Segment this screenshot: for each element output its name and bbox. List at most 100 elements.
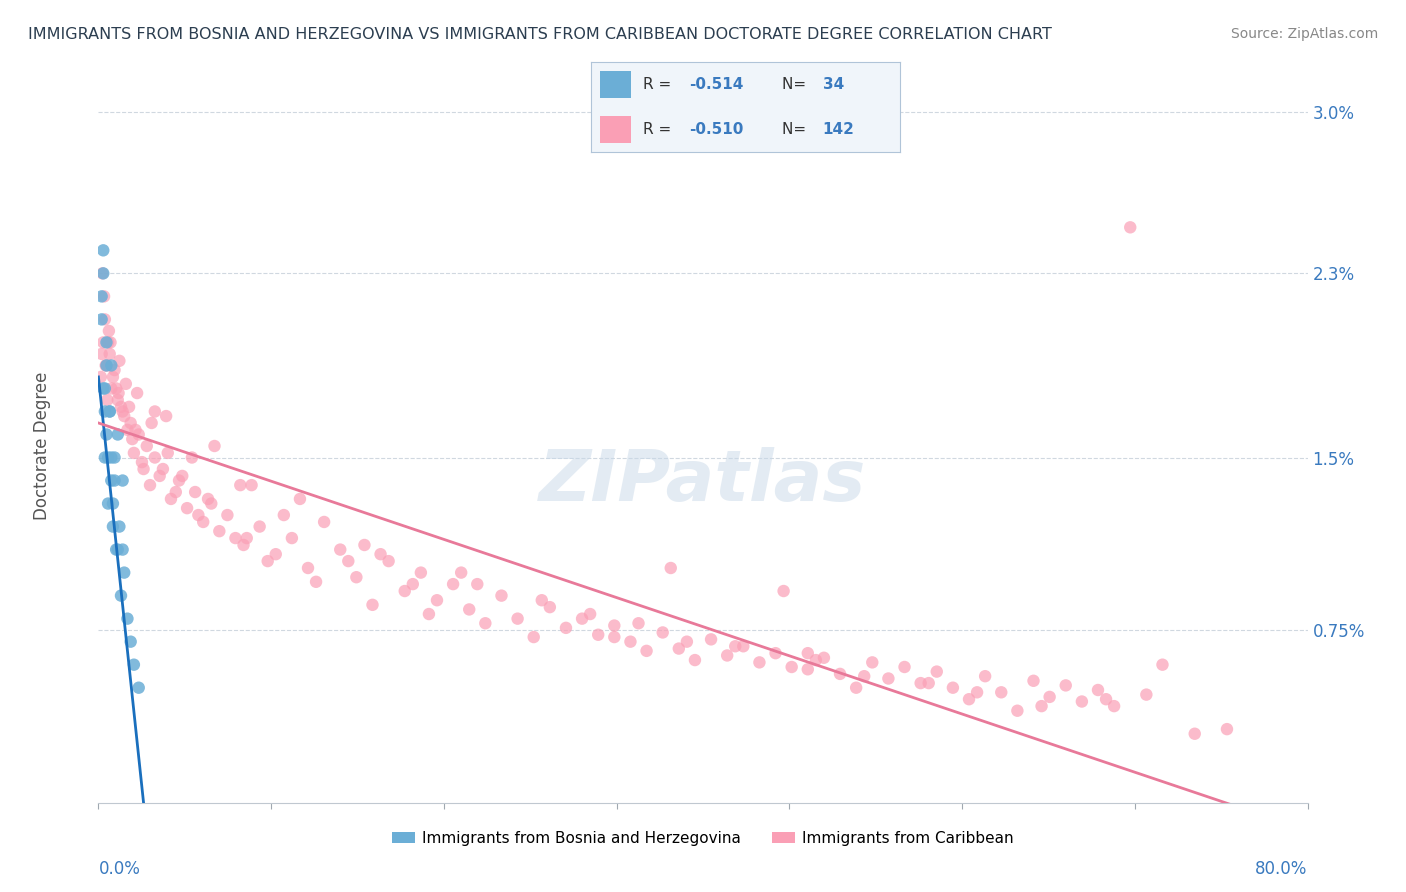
Immigrants from Bosnia and Herzegovina: [128, 681, 150, 695]
Immigrants from Caribbean: [96, 392, 118, 407]
Immigrants from Bosnia and Herzegovina: [107, 427, 129, 442]
Immigrants from Caribbean: [1031, 699, 1053, 714]
Immigrants from Caribbean: [804, 653, 827, 667]
Immigrants from Caribbean: [450, 566, 472, 580]
Immigrants from Bosnia and Herzegovina: [100, 450, 122, 465]
Immigrants from Caribbean: [96, 359, 118, 373]
Immigrants from Caribbean: [232, 538, 254, 552]
Text: 142: 142: [823, 122, 855, 136]
Immigrants from Caribbean: [1054, 678, 1077, 692]
Immigrants from Caribbean: [264, 547, 287, 561]
Immigrants from Caribbean: [235, 531, 257, 545]
Immigrants from Caribbean: [143, 450, 166, 465]
Immigrants from Caribbean: [925, 665, 948, 679]
Immigrants from Bosnia and Herzegovina: [96, 427, 118, 442]
Immigrants from Caribbean: [523, 630, 546, 644]
Immigrants from Caribbean: [860, 656, 883, 670]
Immigrants from Caribbean: [1039, 690, 1062, 704]
Immigrants from Caribbean: [683, 653, 706, 667]
Immigrants from Caribbean: [966, 685, 988, 699]
Immigrants from Bosnia and Herzegovina: [101, 519, 124, 533]
Immigrants from Bosnia and Herzegovina: [98, 404, 121, 418]
Immigrants from Caribbean: [112, 409, 135, 423]
Immigrants from Caribbean: [1070, 694, 1092, 708]
Immigrants from Caribbean: [155, 409, 177, 423]
Immigrants from Caribbean: [716, 648, 738, 663]
Immigrants from Caribbean: [1102, 699, 1125, 714]
Immigrants from Caribbean: [94, 312, 117, 326]
Text: -0.514: -0.514: [689, 78, 744, 92]
Immigrants from Caribbean: [128, 427, 150, 442]
Immigrants from Bosnia and Herzegovina: [107, 542, 129, 557]
Immigrants from Caribbean: [627, 616, 650, 631]
Immigrants from Caribbean: [1087, 683, 1109, 698]
Immigrants from Caribbean: [91, 335, 114, 350]
Immigrants from Bosnia and Herzegovina: [96, 359, 118, 373]
Immigrants from Bosnia and Herzegovina: [103, 474, 125, 488]
Immigrants from Caribbean: [668, 641, 690, 656]
Immigrants from Caribbean: [491, 589, 513, 603]
Immigrants from Caribbean: [135, 439, 157, 453]
Immigrants from Bosnia and Herzegovina: [101, 497, 124, 511]
Immigrants from Caribbean: [474, 616, 496, 631]
Immigrants from Caribbean: [141, 416, 163, 430]
Immigrants from Caribbean: [121, 432, 143, 446]
Immigrants from Caribbean: [100, 335, 122, 350]
Immigrants from Caribbean: [97, 324, 120, 338]
Immigrants from Caribbean: [797, 646, 820, 660]
Immigrants from Caribbean: [748, 656, 770, 670]
Immigrants from Caribbean: [107, 392, 129, 407]
Immigrants from Caribbean: [208, 524, 231, 538]
Immigrants from Caribbean: [441, 577, 464, 591]
Immigrants from Bosnia and Herzegovina: [91, 244, 114, 258]
Immigrants from Caribbean: [813, 650, 835, 665]
Immigrants from Caribbean: [108, 354, 131, 368]
Immigrants from Caribbean: [93, 289, 115, 303]
Immigrants from Bosnia and Herzegovina: [97, 497, 120, 511]
Immigrants from Caribbean: [918, 676, 941, 690]
Immigrants from Caribbean: [305, 574, 328, 589]
Immigrants from Caribbean: [974, 669, 997, 683]
Immigrants from Caribbean: [344, 570, 367, 584]
Immigrants from Caribbean: [114, 376, 136, 391]
Immigrants from Caribbean: [122, 446, 145, 460]
Immigrants from Bosnia and Herzegovina: [97, 450, 120, 465]
Immigrants from Caribbean: [197, 491, 219, 506]
Immigrants from Caribbean: [1007, 704, 1029, 718]
Immigrants from Bosnia and Herzegovina: [98, 404, 121, 418]
Immigrants from Bosnia and Herzegovina: [105, 542, 128, 557]
Immigrants from Caribbean: [990, 685, 1012, 699]
Immigrants from Caribbean: [426, 593, 449, 607]
Immigrants from Caribbean: [131, 455, 153, 469]
Text: IMMIGRANTS FROM BOSNIA AND HERZEGOVINA VS IMMIGRANTS FROM CARIBBEAN DOCTORATE DE: IMMIGRANTS FROM BOSNIA AND HERZEGOVINA V…: [28, 27, 1052, 42]
Immigrants from Bosnia and Herzegovina: [112, 566, 135, 580]
Immigrants from Caribbean: [828, 666, 851, 681]
Immigrants from Caribbean: [409, 566, 432, 580]
Immigrants from Caribbean: [105, 381, 128, 395]
Immigrants from Caribbean: [193, 515, 215, 529]
Text: Source: ZipAtlas.com: Source: ZipAtlas.com: [1230, 27, 1378, 41]
Immigrants from Caribbean: [636, 644, 658, 658]
Immigrants from Caribbean: [97, 335, 120, 350]
Immigrants from Caribbean: [797, 662, 820, 676]
Text: ZIPatlas: ZIPatlas: [540, 447, 866, 516]
Text: N=: N=: [782, 122, 811, 136]
Immigrants from Caribbean: [337, 554, 360, 568]
Immigrants from Caribbean: [100, 381, 122, 395]
Immigrants from Caribbean: [370, 547, 392, 561]
Immigrants from Caribbean: [1022, 673, 1045, 688]
Immigrants from Caribbean: [181, 450, 204, 465]
Immigrants from Bosnia and Herzegovina: [96, 335, 118, 350]
Immigrants from Caribbean: [127, 386, 149, 401]
Text: R =: R =: [643, 122, 676, 136]
Immigrants from Caribbean: [1119, 220, 1142, 235]
Immigrants from Bosnia and Herzegovina: [91, 381, 114, 395]
Immigrants from Caribbean: [297, 561, 319, 575]
Immigrants from Bosnia and Herzegovina: [111, 542, 134, 557]
Immigrants from Caribbean: [329, 542, 352, 557]
Immigrants from Caribbean: [149, 469, 172, 483]
Immigrants from Caribbean: [1135, 688, 1157, 702]
Immigrants from Caribbean: [176, 501, 198, 516]
Immigrants from Caribbean: [586, 628, 609, 642]
Immigrants from Caribbean: [724, 640, 747, 654]
